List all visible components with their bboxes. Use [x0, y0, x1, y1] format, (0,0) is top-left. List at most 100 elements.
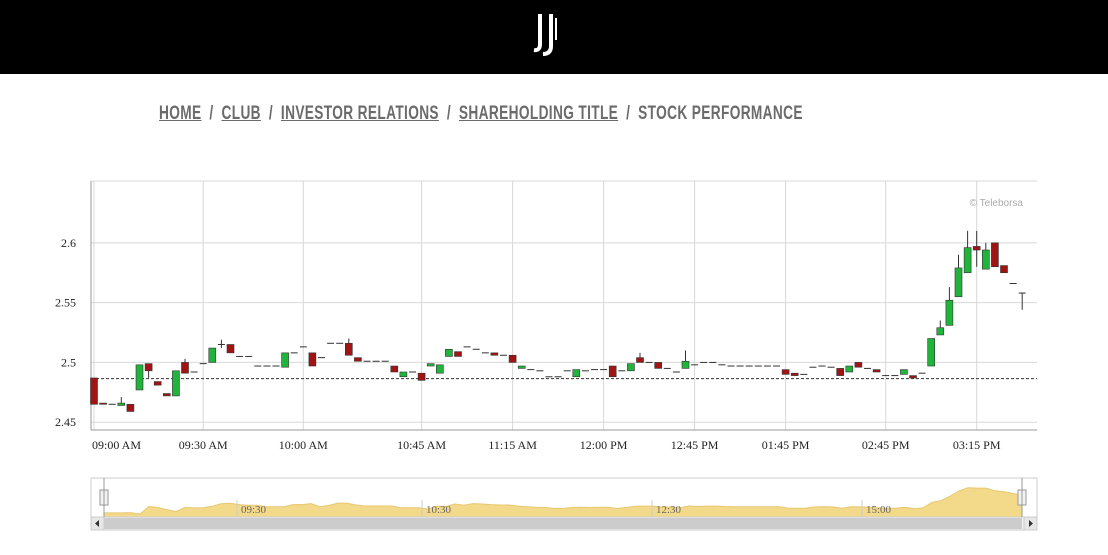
candle-body [190, 371, 198, 373]
breadcrumb-link[interactable]: INVESTOR RELATIONS [280, 103, 439, 124]
candle-body [336, 342, 344, 344]
candle-body [818, 365, 826, 367]
candle-body [618, 370, 626, 372]
y-tick-label: 2.6 [61, 236, 76, 250]
candle-body [972, 246, 981, 251]
candle-body [945, 299, 954, 326]
candle-body [563, 370, 571, 372]
breadcrumb-link[interactable]: SHAREHOLDING TITLE [458, 103, 619, 124]
candle-body [163, 393, 171, 397]
candle-body [645, 361, 653, 363]
candle-body [836, 368, 845, 376]
breadcrumb-link[interactable]: CLUB [221, 103, 261, 124]
candle-body [891, 375, 899, 377]
separator: / [626, 103, 631, 124]
candle-body [500, 354, 507, 356]
breadcrumb-current: STOCK PERFORMANCE [638, 103, 803, 124]
candle-body [909, 375, 917, 379]
candle-body [845, 365, 854, 373]
candle-body [135, 364, 144, 391]
candle-body [1000, 265, 1008, 274]
y-tick-label: 2.45 [55, 415, 76, 429]
club-logo[interactable] [533, 14, 557, 56]
candle-body [117, 402, 126, 406]
candle-body [363, 360, 371, 362]
candle-body [554, 376, 562, 378]
candle-body [399, 371, 408, 378]
scrollbar-thumb[interactable] [104, 518, 1022, 529]
candle-body [954, 267, 963, 297]
candle-body [299, 346, 307, 348]
candle-body [281, 352, 289, 368]
candle-body [199, 363, 207, 365]
candle-body [308, 352, 317, 367]
candle-body [472, 348, 480, 350]
candle-body [654, 362, 663, 369]
header-bar [0, 0, 1108, 74]
navigator-area [103, 487, 1023, 518]
candle-body [99, 402, 107, 405]
candle-body [754, 365, 762, 367]
navigator-label: 15:00 [866, 504, 892, 516]
candle-body [208, 347, 217, 363]
x-tick-label: 02:45 PM [862, 438, 910, 452]
candle-body [463, 346, 471, 348]
candle-body [736, 365, 744, 367]
candle-body [809, 366, 817, 368]
candle-body [1018, 292, 1026, 294]
candle-body [381, 360, 389, 362]
candle-body [108, 403, 116, 405]
candle-body [991, 242, 999, 268]
separator: / [268, 103, 274, 124]
candle-body [854, 362, 863, 368]
candle-body [781, 369, 790, 375]
candle-body [790, 372, 799, 376]
candle-body [236, 355, 244, 357]
candle-body [527, 369, 535, 371]
candle-body [636, 357, 644, 363]
candle-body [936, 327, 945, 336]
candle-body [445, 348, 453, 357]
candle-body [290, 352, 298, 354]
candle-body [872, 369, 881, 373]
breadcrumb-link[interactable]: HOME [159, 103, 202, 124]
candle-body [217, 343, 225, 345]
x-tick-label: 10:00 AM [279, 438, 328, 452]
candle-body [426, 363, 435, 367]
candle-body [927, 338, 936, 367]
candle-body [263, 365, 271, 367]
candle-body [572, 369, 581, 378]
candle-body [536, 370, 544, 372]
candle-body [318, 357, 325, 359]
candle-body [691, 364, 699, 366]
candle-body [90, 377, 98, 405]
candle-body [608, 365, 617, 378]
candle-body [918, 372, 926, 374]
candle-body [718, 364, 726, 366]
y-tick-label: 2.55 [55, 296, 76, 310]
candle-body [354, 357, 362, 362]
candle-body [417, 372, 426, 381]
navigator-label: 10:30 [426, 504, 452, 516]
candle-body [827, 366, 835, 368]
candle-body [545, 376, 553, 378]
candle-body [144, 363, 153, 372]
candle-body [481, 352, 489, 354]
x-tick-label: 10:45 AM [397, 438, 446, 452]
candle-body [591, 369, 598, 371]
candle-body [981, 249, 990, 270]
candle-body [454, 351, 462, 357]
candle-body [245, 355, 253, 357]
navigator-label: 12:30 [656, 504, 682, 516]
candle-body [390, 365, 399, 373]
candle-body [963, 247, 972, 274]
candle-body [254, 365, 262, 367]
y-tick-label: 2.5 [61, 355, 76, 369]
candle-body [864, 367, 871, 369]
candle-body [900, 369, 908, 375]
candle-body [773, 365, 780, 367]
candle-body [272, 365, 280, 367]
navigator-label: 09:30 [241, 504, 267, 516]
